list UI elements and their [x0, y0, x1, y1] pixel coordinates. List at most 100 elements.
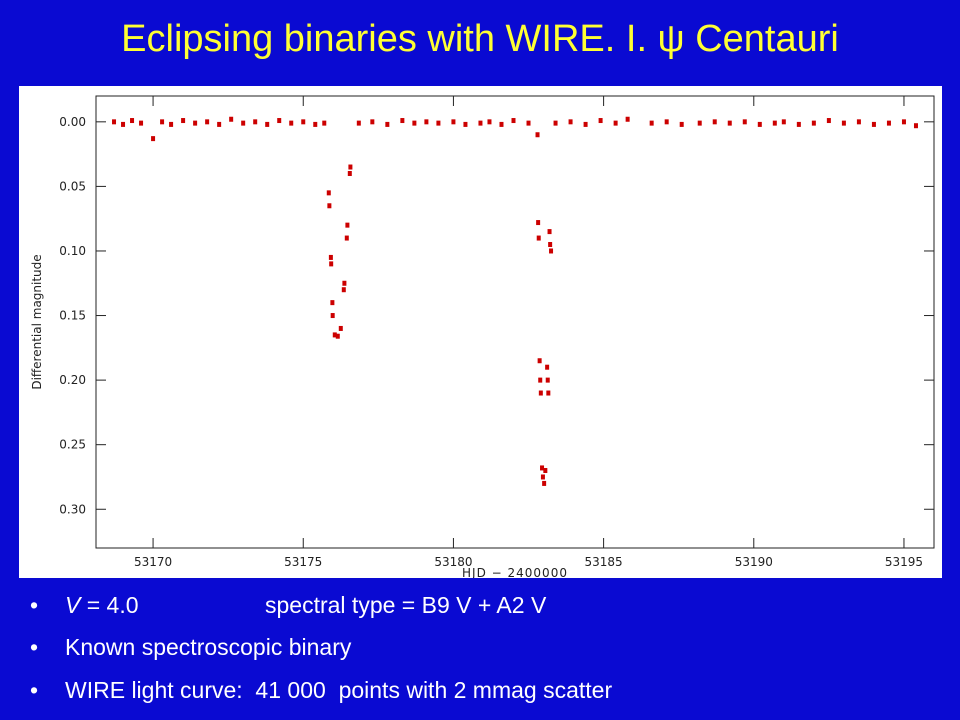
x-tick-label: 53190: [735, 555, 773, 569]
data-point: [553, 120, 558, 126]
data-point: [742, 119, 747, 125]
data-point: [326, 190, 331, 196]
data-point: [598, 118, 603, 124]
y-tick-label: 0.05: [59, 179, 86, 193]
bullet-value: = 4.0: [86, 592, 139, 618]
slide-title: Eclipsing binaries with WIRE. I. ψ Centa…: [121, 18, 839, 60]
data-point: [217, 121, 222, 127]
data-point: [181, 118, 186, 124]
data-point: [543, 468, 548, 474]
x-tick-label: 53195: [885, 555, 923, 569]
data-point: [322, 120, 327, 126]
data-point: [344, 235, 349, 241]
data-point: [265, 121, 270, 127]
data-point: [487, 119, 492, 125]
data-point: [537, 358, 542, 364]
y-tick-label: 0.00: [59, 115, 86, 129]
data-point: [826, 118, 831, 124]
data-point: [811, 120, 816, 126]
y-axis-label: Differential magnitude: [30, 254, 44, 389]
data-point: [463, 121, 468, 127]
data-point: [679, 121, 684, 127]
data-point: [536, 220, 541, 226]
data-point: [542, 480, 547, 486]
data-point: [329, 261, 334, 267]
data-point: [664, 119, 669, 125]
bullet-variable: V: [65, 592, 81, 618]
data-point: [345, 222, 350, 228]
data-point: [160, 119, 165, 125]
data-point: [540, 474, 545, 480]
x-axis-label: HJD − 2400000: [462, 566, 568, 578]
y-tick-label: 0.10: [59, 244, 86, 258]
data-point: [526, 120, 531, 126]
data-point: [772, 120, 777, 126]
data-point: [130, 118, 135, 124]
data-point: [112, 119, 117, 125]
data-point: [583, 121, 588, 127]
bullet: • WIRE light curve: 41 000 points with 2 …: [30, 677, 613, 703]
data-point: [400, 118, 405, 124]
data-point: [347, 170, 352, 176]
bullet: • Known spectroscopic binary: [30, 634, 352, 660]
data-point: [871, 121, 876, 127]
data-point: [342, 280, 347, 286]
data-point: [193, 120, 198, 126]
data-point: [549, 248, 554, 254]
x-tick-label: 53170: [134, 555, 172, 569]
data-point: [169, 121, 174, 127]
data-point: [613, 120, 618, 126]
data-point: [205, 119, 210, 125]
data-point: [546, 390, 551, 396]
data-point: [697, 120, 702, 126]
data-point: [121, 121, 126, 127]
bullet-text: WIRE light curve: 41 000 points with 2 m…: [65, 677, 613, 703]
data-point: [796, 121, 801, 127]
bullet-spectral: spectral type = B9 V + A2 V: [265, 592, 547, 618]
data-point: [478, 120, 483, 126]
data-point: [412, 120, 417, 126]
data-point: [913, 123, 918, 129]
data-point: [313, 121, 318, 127]
plot-frame: [95, 95, 935, 549]
data-point: [335, 333, 340, 339]
data-point: [241, 120, 246, 126]
data-point: [536, 235, 541, 241]
data-point: [348, 164, 353, 170]
y-tick-label: 0.30: [59, 502, 86, 516]
data-point: [901, 119, 906, 125]
data-point: [277, 118, 282, 124]
data-point: [545, 364, 550, 370]
data-point: [781, 119, 786, 125]
data-point: [625, 116, 630, 122]
x-tick-label: 53180: [434, 555, 472, 569]
data-point: [330, 313, 335, 319]
data-point: [841, 120, 846, 126]
data-point: [328, 254, 333, 260]
data-point: [540, 465, 545, 471]
data-point: [289, 120, 294, 126]
data-point: [856, 119, 861, 125]
data-point: [385, 121, 390, 127]
data-point: [568, 119, 573, 125]
data-point: [370, 119, 375, 125]
data-point: [538, 390, 543, 396]
data-point: [356, 120, 361, 126]
data-point: [649, 120, 654, 126]
data-point: [511, 118, 516, 124]
data-point: [341, 287, 346, 293]
y-tick-label: 0.15: [59, 309, 86, 323]
data-point: [535, 132, 540, 138]
bullet: • V = 4.0 spectral type = B9 V + A2 V: [30, 592, 547, 618]
data-point: [436, 120, 441, 126]
data-point: [727, 120, 732, 126]
data-point: [499, 121, 504, 127]
data-point: [151, 136, 156, 142]
data-point: [327, 203, 332, 209]
x-tick-label: 53175: [284, 555, 322, 569]
data-point: [538, 377, 543, 383]
data-point: [229, 116, 234, 122]
y-tick-label: 0.25: [59, 438, 86, 452]
x-tick-label: 53185: [585, 555, 623, 569]
data-point: [253, 119, 258, 125]
